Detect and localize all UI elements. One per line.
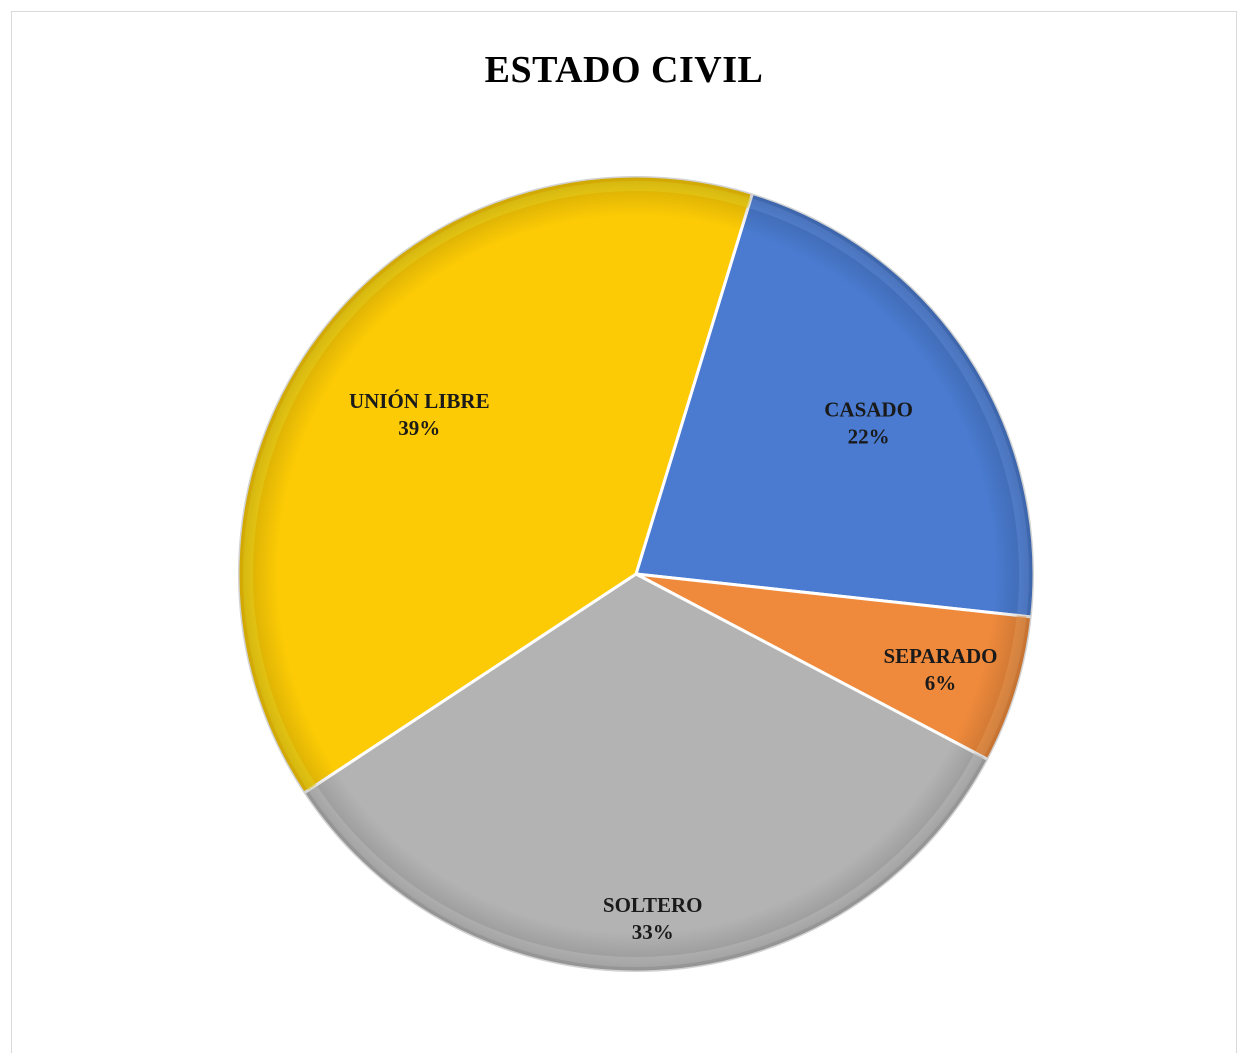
chart-title: ESTADO CIVIL [484,49,764,91]
slice-label-percent: 6% [925,671,957,695]
pie-slices [236,174,1036,974]
slice-label-percent: 39% [398,416,440,440]
pie-labels: CASADO 22% SEPARADO 6% SOLTERO 33% UNIÓN LIBRE… [349,389,997,944]
slice-label-percent: 33% [632,920,674,944]
slice-label-percent: 22% [848,425,890,449]
slice-label-category: SEPARADO [884,644,998,668]
slice-label-category: SOLTERO [603,893,703,917]
slice-label-category: UNIÓN LIBRE [349,389,490,413]
slice-label-category: CASADO [824,398,913,422]
